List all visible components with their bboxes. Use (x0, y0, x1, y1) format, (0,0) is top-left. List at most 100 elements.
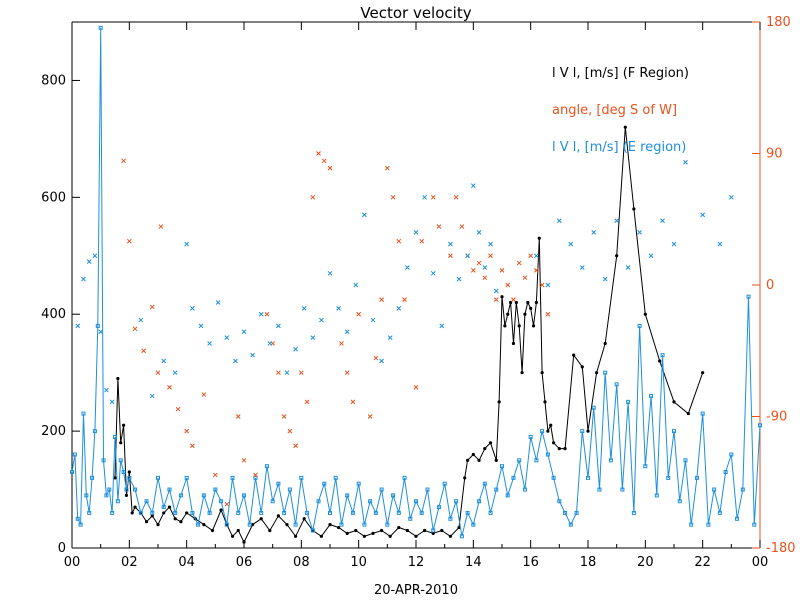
scatter-point (717, 241, 723, 247)
data-point (557, 499, 562, 504)
series-line (71, 27, 761, 537)
scatter-point (319, 317, 324, 323)
data-point (253, 475, 258, 480)
data-point (130, 511, 134, 515)
data-point (196, 522, 201, 527)
data-point (391, 493, 396, 498)
data-point (264, 464, 269, 469)
data-point (276, 481, 281, 486)
data-point (115, 499, 120, 504)
data-point (345, 493, 350, 498)
data-point (133, 487, 138, 492)
data-point (546, 429, 550, 433)
data-point (529, 306, 533, 310)
data-point (210, 528, 215, 533)
data-point (712, 487, 717, 492)
data-point (345, 531, 349, 535)
data-point (758, 423, 762, 428)
data-point (522, 487, 527, 492)
left-y-ticks: 0 200 400 600 800 (41, 73, 80, 556)
scatter-point (579, 265, 585, 270)
scatter-point (602, 276, 608, 282)
scatter-point (419, 238, 425, 244)
data-point (520, 371, 524, 375)
data-point (224, 522, 229, 527)
data-point (101, 458, 106, 463)
data-point (414, 499, 418, 504)
scatter-point (384, 165, 390, 171)
data-point (242, 540, 246, 544)
data-point (658, 359, 662, 363)
x-axis-label: 20-APR-2010 (374, 583, 458, 598)
scatter-point (158, 224, 164, 229)
scatter-point (488, 253, 493, 259)
scatter-point (86, 259, 92, 264)
scatter-point (362, 212, 367, 218)
data-point (184, 475, 189, 480)
data-point (95, 323, 100, 328)
data-point (683, 458, 688, 463)
scatter-point (396, 306, 402, 311)
scatter-point (539, 282, 545, 288)
scatter-point (448, 253, 453, 259)
data-point (219, 508, 223, 512)
scatter-point (482, 265, 488, 270)
data-point (537, 236, 541, 240)
scatter-point (356, 311, 362, 317)
data-point (500, 295, 504, 299)
data-point (706, 522, 711, 527)
data-point (379, 487, 384, 492)
scatter-point (121, 158, 126, 164)
data-point (591, 405, 596, 410)
scatter-point (109, 399, 115, 405)
data-point (385, 522, 390, 527)
scatter-point (172, 370, 178, 376)
data-point (90, 475, 95, 480)
data-point (723, 470, 728, 475)
data-point (448, 534, 452, 538)
data-point (563, 510, 568, 515)
chart-legend: l V l, [m/s] (F Region) angle, [deg S of … (552, 66, 689, 155)
data-point (735, 516, 740, 521)
data-point (666, 475, 671, 480)
scatter-point (233, 358, 238, 364)
data-point (626, 399, 631, 404)
scatter-point (350, 399, 356, 405)
data-point (526, 300, 530, 305)
data-point (179, 520, 183, 524)
data-point (534, 300, 539, 305)
data-point (649, 394, 654, 399)
scatter-point (459, 224, 465, 229)
data-point (316, 499, 321, 504)
right-tick-label: 180 (766, 15, 791, 30)
data-point (442, 481, 447, 486)
data-point (328, 523, 332, 527)
scatter-point (402, 297, 407, 302)
data-point (509, 300, 513, 305)
y-tick-label: 0 (58, 541, 66, 556)
y-tick-label: 800 (41, 73, 66, 88)
data-point (436, 505, 441, 510)
data-point (488, 441, 493, 445)
data-point (540, 429, 545, 434)
data-point (242, 493, 246, 498)
data-point (124, 493, 129, 497)
data-point (167, 505, 172, 509)
right-y-ticks: -180 -90 0 90 180 (752, 15, 796, 556)
scatter-point (728, 194, 734, 200)
scatter-point (648, 253, 654, 259)
data-point (388, 534, 392, 538)
data-point (672, 429, 676, 434)
scatter-point (253, 472, 258, 478)
data-point (425, 487, 430, 492)
scatter-point (488, 241, 493, 247)
scatter-point (224, 501, 230, 507)
data-point (543, 400, 547, 404)
data-point (276, 514, 280, 518)
scatter-point (353, 282, 359, 288)
x-tick-label: 12 (408, 555, 425, 570)
data-point (477, 499, 482, 504)
data-point (563, 447, 567, 451)
scatter-point (167, 384, 172, 390)
